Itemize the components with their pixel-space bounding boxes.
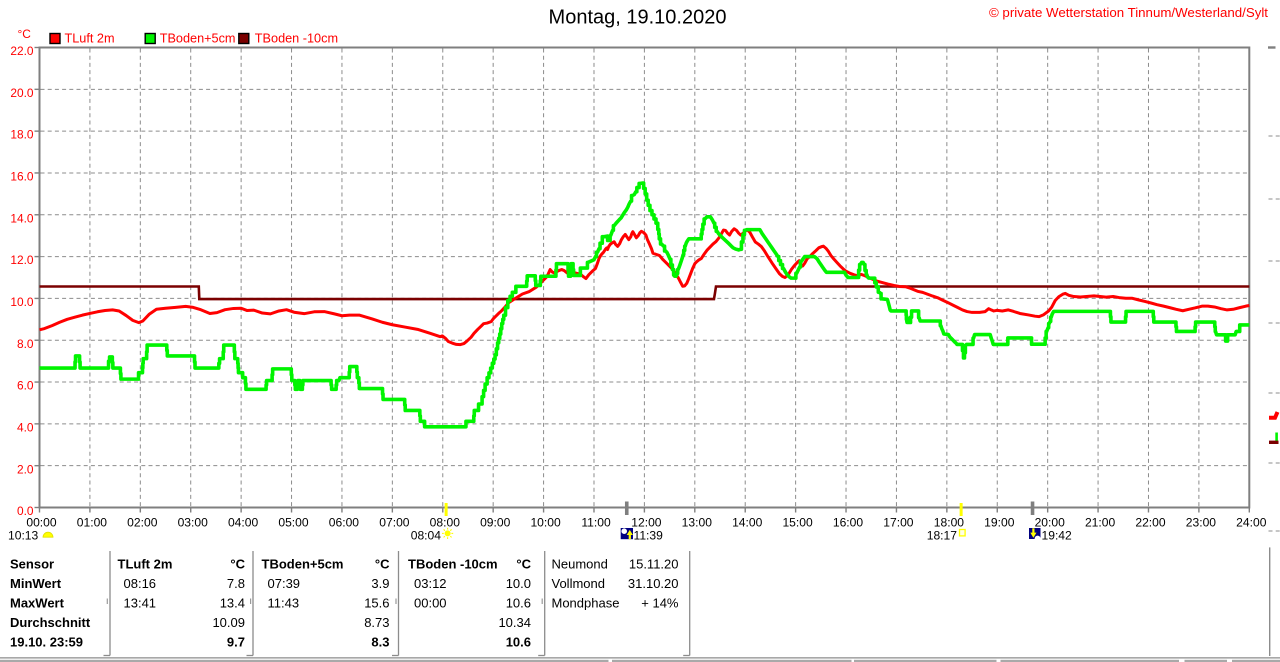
svg-text:23:00: 23:00 — [1186, 516, 1217, 530]
svg-text:13:41: 13:41 — [124, 596, 157, 611]
svg-text:Vollmond: Vollmond — [552, 576, 605, 591]
svg-text:12.0: 12.0 — [10, 253, 34, 267]
svg-text:°C: °C — [516, 557, 531, 572]
svg-text:© private Wetterstation Tinnum: © private Wetterstation Tinnum/Westerlan… — [989, 5, 1268, 20]
svg-text:10.6: 10.6 — [506, 634, 531, 649]
svg-text:TBoden -10cm: TBoden -10cm — [408, 557, 498, 572]
svg-text:°C: °C — [375, 557, 390, 572]
svg-text:MaxWert: MaxWert — [10, 596, 65, 611]
svg-text:TLuft 2m: TLuft 2m — [65, 32, 115, 46]
svg-text:TBoden -10cm: TBoden -10cm — [255, 32, 338, 46]
svg-text:09:00: 09:00 — [480, 516, 511, 530]
svg-text:07:00: 07:00 — [379, 516, 410, 530]
svg-text:Montag, 19.10.2020: Montag, 19.10.2020 — [549, 7, 727, 29]
svg-text:16.0: 16.0 — [10, 170, 34, 184]
svg-text:13:00: 13:00 — [682, 516, 713, 530]
svg-text:07:39: 07:39 — [268, 576, 301, 591]
svg-text:19.10. 23:59: 19.10. 23:59 — [10, 634, 83, 649]
svg-text:TBoden+5cm: TBoden+5cm — [262, 557, 344, 572]
svg-text:°C: °C — [230, 557, 245, 572]
svg-text:15.11.20: 15.11.20 — [629, 557, 679, 572]
svg-text:10.6: 10.6 — [506, 596, 531, 611]
svg-text:08:00: 08:00 — [430, 516, 461, 530]
svg-text:22.0: 22.0 — [10, 44, 34, 58]
svg-text:11:43: 11:43 — [268, 596, 300, 611]
svg-text:Neumond: Neumond — [552, 557, 608, 572]
svg-text:7.8: 7.8 — [227, 576, 245, 591]
svg-text:8.73: 8.73 — [364, 615, 389, 630]
svg-text:19:00: 19:00 — [984, 516, 1015, 530]
svg-text:18:00: 18:00 — [934, 516, 965, 530]
svg-text:2.0: 2.0 — [17, 462, 34, 476]
svg-text:10.0: 10.0 — [10, 295, 34, 309]
svg-text:Mondphase: Mondphase — [552, 596, 620, 611]
svg-text:20:00: 20:00 — [1035, 516, 1066, 530]
svg-text:10.09: 10.09 — [212, 615, 245, 630]
svg-text:+ 14%: + 14% — [641, 596, 679, 611]
svg-text:18.0: 18.0 — [10, 128, 34, 142]
svg-text:04:00: 04:00 — [228, 516, 259, 530]
svg-text:4.0: 4.0 — [17, 421, 34, 435]
svg-text:10:13: 10:13 — [8, 529, 39, 543]
svg-text:22:00: 22:00 — [1135, 516, 1166, 530]
svg-text:01:00: 01:00 — [77, 516, 108, 530]
svg-text:20.0: 20.0 — [10, 86, 34, 100]
svg-text:08:16: 08:16 — [124, 576, 157, 591]
svg-text:14:00: 14:00 — [732, 516, 763, 530]
svg-text:02:00: 02:00 — [127, 516, 158, 530]
svg-text:6.0: 6.0 — [17, 379, 34, 393]
svg-text:8.3: 8.3 — [371, 634, 389, 649]
svg-text:31.10.20: 31.10.20 — [628, 576, 679, 591]
svg-text:TBoden+5cm: TBoden+5cm — [160, 32, 236, 46]
svg-text:10:00: 10:00 — [530, 516, 561, 530]
svg-text:21:00: 21:00 — [1085, 516, 1116, 530]
svg-text:MinWert: MinWert — [10, 576, 62, 591]
svg-text:10.34: 10.34 — [498, 615, 531, 630]
svg-text:12:00: 12:00 — [631, 516, 662, 530]
svg-text:16:00: 16:00 — [833, 516, 864, 530]
svg-text:03:12: 03:12 — [414, 576, 447, 591]
svg-text:06:00: 06:00 — [329, 516, 360, 530]
svg-text:3.9: 3.9 — [371, 576, 389, 591]
svg-text:05:00: 05:00 — [278, 516, 309, 530]
svg-text:0.0: 0.0 — [17, 504, 34, 518]
svg-text:03:00: 03:00 — [178, 516, 209, 530]
svg-text:11:39: 11:39 — [634, 529, 664, 543]
svg-text:Durchschnitt: Durchschnitt — [10, 615, 91, 630]
svg-text:24:00: 24:00 — [1236, 516, 1267, 530]
svg-text:14.0: 14.0 — [10, 211, 34, 225]
svg-text:15.6: 15.6 — [364, 596, 389, 611]
svg-text:18:17: 18:17 — [927, 529, 958, 543]
svg-text:15:00: 15:00 — [782, 516, 813, 530]
svg-text:11:00: 11:00 — [581, 516, 611, 530]
svg-text:10.0: 10.0 — [506, 576, 531, 591]
svg-text:8.0: 8.0 — [17, 337, 34, 351]
svg-text:TLuft 2m: TLuft 2m — [118, 557, 173, 572]
svg-text:17:00: 17:00 — [883, 516, 914, 530]
svg-text:Sensor: Sensor — [10, 557, 54, 572]
svg-text:08:04: 08:04 — [411, 529, 442, 543]
svg-text:19:42: 19:42 — [1042, 529, 1073, 543]
svg-text:9.7: 9.7 — [227, 634, 245, 649]
svg-text:00:00: 00:00 — [26, 516, 57, 530]
svg-text:°C: °C — [18, 27, 32, 41]
svg-text:13.4: 13.4 — [220, 596, 245, 611]
svg-text:00:00: 00:00 — [414, 596, 447, 611]
